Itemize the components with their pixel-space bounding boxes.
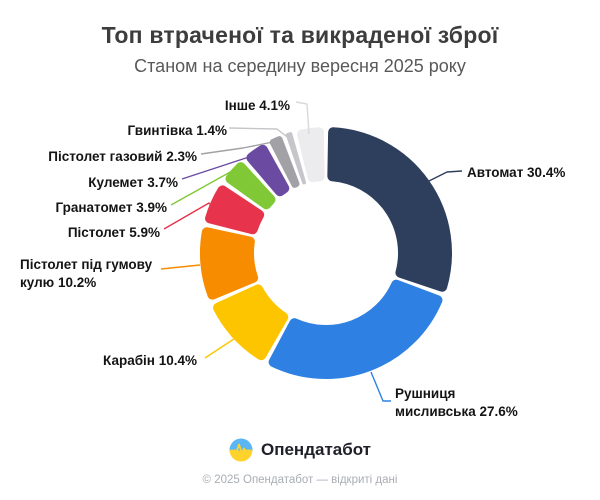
leader-lines <box>160 101 463 402</box>
slice-label-8: Пістолет газовий 2.3% <box>48 149 197 164</box>
donut-slice-9 <box>285 132 307 185</box>
leader-line-1 <box>428 170 463 182</box>
opendatabot-logo-icon <box>229 438 253 462</box>
leader-line-3 <box>204 332 244 359</box>
slice-label-3: Карабін 10.4% <box>103 353 197 368</box>
chart-header: Топ втраченої та викраденої зброї Станом… <box>0 0 600 77</box>
slice-label-4: Пістолет під гумову кулю 10.2% <box>20 257 153 290</box>
slice-label-7: Кулемет 3.7% <box>88 175 178 190</box>
slice-label-6: Гранатомет 3.9% <box>55 200 167 215</box>
donut-slice-4 <box>200 227 259 300</box>
leader-line-6 <box>170 170 233 206</box>
opendatabot-brand: Опендатабот <box>0 438 600 462</box>
leader-line-2 <box>370 371 391 402</box>
slice-label-2: Рушниця мисливська 27.6% <box>395 386 518 419</box>
leader-line-10 <box>295 101 310 135</box>
donut-slice-8 <box>269 136 300 188</box>
slice-label-1: Автомат 30.4% <box>467 165 566 180</box>
chart-title: Топ втраченої та викраденої зброї <box>101 22 499 48</box>
slice-label-10: Інше 4.1% <box>224 98 290 113</box>
donut-slice-3 <box>213 284 289 361</box>
donut-slice-6 <box>225 162 276 210</box>
leader-line-9 <box>228 127 292 141</box>
slice-label-5: Пістолет 5.9% <box>67 225 160 240</box>
donut-slices <box>200 127 452 379</box>
leader-line-8 <box>200 141 274 155</box>
donut-slice-1 <box>327 127 452 292</box>
leader-line-7 <box>181 155 253 180</box>
copyright-text: © 2025 Опендатабот — відкриті дані <box>202 474 398 486</box>
brand-name: Опендатабот <box>260 440 372 459</box>
donut-slice-10 <box>297 127 325 183</box>
donut-slice-2 <box>268 279 443 379</box>
donut-slice-7 <box>246 144 290 197</box>
slice-label-9: Гвинтівка 1.4% <box>127 123 227 138</box>
leader-line-4 <box>160 264 201 270</box>
chart-subtitle: Станом на середину вересня 2025 року <box>134 56 466 76</box>
leader-line-5 <box>163 202 217 230</box>
